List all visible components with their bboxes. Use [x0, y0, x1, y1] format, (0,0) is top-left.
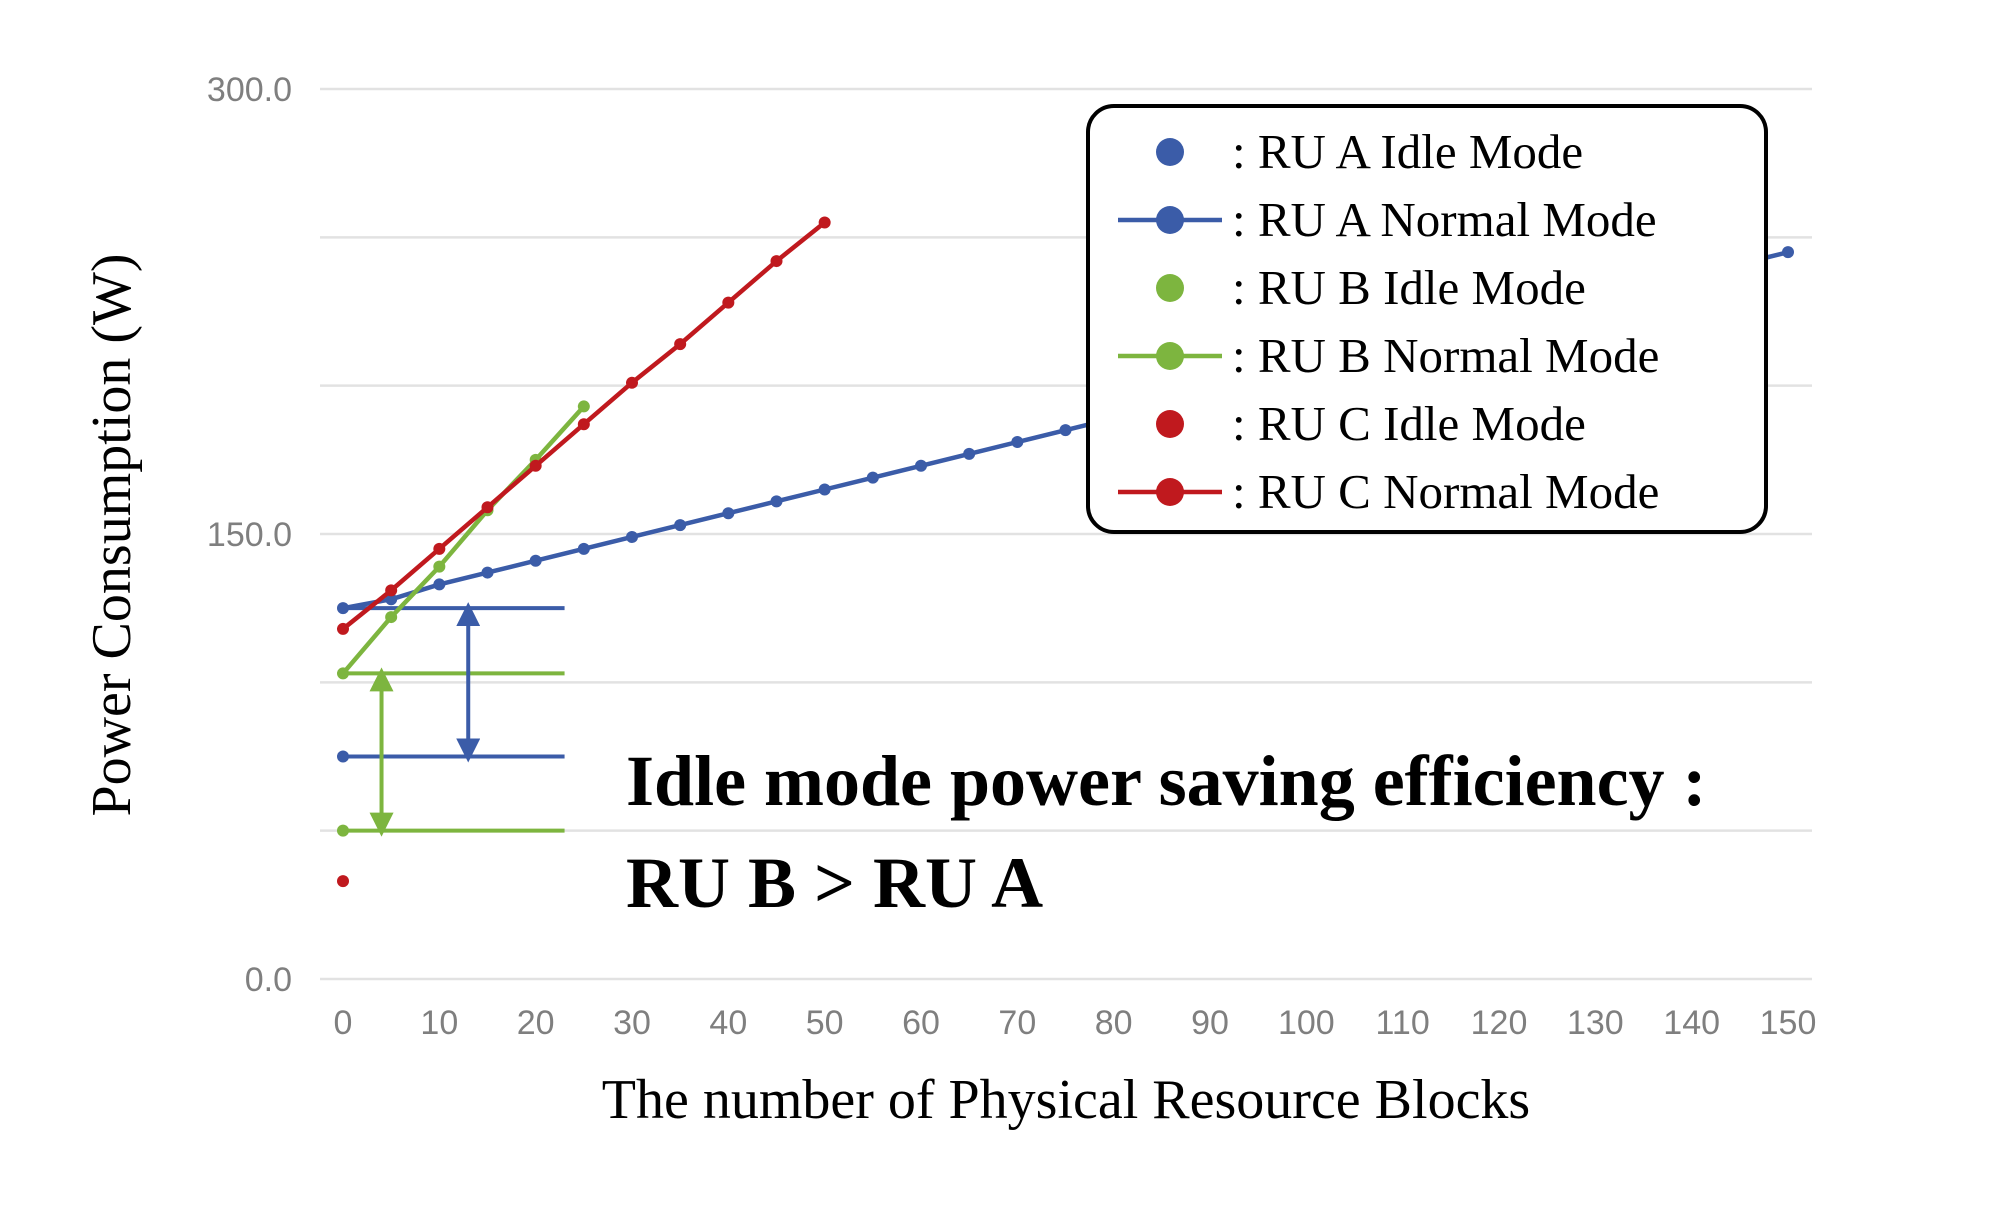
data-point	[626, 530, 638, 543]
reference-lines	[343, 606, 565, 833]
data-point	[818, 216, 831, 229]
legend-box	[1086, 104, 1768, 534]
x-tick-label: 20	[517, 1004, 555, 1042]
x-tick-label: 130	[1567, 1004, 1624, 1042]
data-point	[915, 459, 927, 472]
legend-marker-swatch	[1156, 138, 1184, 166]
x-tick-label: 150	[1760, 1004, 1817, 1042]
data-point	[1059, 424, 1072, 437]
series-ruC_idle	[337, 875, 349, 888]
legend-item-ruB_normal: : RU B Normal Mode	[1118, 328, 1659, 383]
legend: : RU A Idle Mode : RU A Normal Mode : RU B…	[1086, 104, 1768, 534]
data-point	[337, 622, 349, 635]
y-axis-title: Power Consumption (W)	[81, 253, 143, 816]
y-tick-label: 150.0	[207, 516, 292, 554]
legend-item-ruC_normal: : RU C Normal Mode	[1118, 464, 1659, 519]
x-tick-label: 110	[1376, 1004, 1430, 1042]
legend-marker-swatch	[1156, 206, 1184, 234]
data-point	[626, 376, 638, 389]
data-point	[433, 542, 446, 555]
series-ruB_normal	[337, 400, 590, 680]
legend-marker-swatch	[1156, 342, 1184, 370]
x-tick-label: 80	[1095, 1004, 1133, 1042]
data-point	[674, 519, 687, 532]
annotation-line-2: RU B > RU A	[626, 843, 1043, 923]
legend-label: : RU A Idle Mode	[1232, 124, 1583, 179]
x-tick-label: 140	[1663, 1004, 1720, 1042]
x-tick-label: 60	[902, 1004, 940, 1042]
x-tick-label: 10	[420, 1004, 458, 1042]
x-axis-title: The number of Physical Resource Blocks	[602, 1069, 1530, 1131]
data-point	[577, 542, 590, 555]
x-tick-label: 50	[806, 1004, 844, 1042]
y-tick-label: 300.0	[207, 71, 292, 109]
data-point	[577, 400, 590, 413]
legend-item-ruC_idle: : RU C Idle Mode	[1156, 396, 1586, 451]
y-tick-label: 0.0	[245, 961, 292, 999]
legend-label: : RU B Normal Mode	[1232, 328, 1659, 383]
legend-label: : RU A Normal Mode	[1232, 192, 1657, 247]
series-ruB_idle	[337, 824, 349, 837]
data-point	[577, 418, 590, 431]
legend-item-ruA_normal: : RU A Normal Mode	[1118, 192, 1657, 247]
data-point	[963, 447, 976, 460]
legend-marker-swatch	[1156, 478, 1184, 506]
data-point	[722, 507, 735, 520]
gridlines	[320, 87, 1812, 981]
data-point	[433, 560, 446, 573]
data-point	[337, 602, 349, 615]
data-point	[433, 578, 446, 591]
data-point	[337, 824, 349, 837]
data-point	[529, 459, 542, 472]
data-point	[770, 255, 783, 268]
series-ruA_idle	[337, 750, 349, 763]
legend-item-ruA_idle: : RU A Idle Mode	[1156, 124, 1583, 179]
x-tick-label: 0	[334, 1004, 353, 1042]
legend-marker-swatch	[1156, 410, 1184, 438]
data-point	[337, 750, 349, 763]
data-point	[337, 667, 349, 680]
x-tick-label: 40	[709, 1004, 747, 1042]
data-point	[481, 501, 494, 514]
y-axis-ticks: 0.0 150.0 300.0	[207, 71, 292, 999]
data-point	[1782, 246, 1794, 259]
legend-marker-swatch	[1156, 274, 1184, 302]
x-tick-label: 90	[1191, 1004, 1229, 1042]
data-point	[385, 611, 398, 624]
annotation-text: Idle mode power saving efficiency : RU B…	[626, 741, 1707, 923]
data-point	[385, 593, 398, 606]
data-point	[1011, 436, 1024, 449]
x-axis-ticks: 0 10 20 30 40 50 60 70 80 90 100 110 120 130 140 150	[334, 1004, 1817, 1042]
x-tick-label: 30	[613, 1004, 651, 1042]
x-tick-label: 70	[998, 1004, 1036, 1042]
data-point	[481, 566, 494, 579]
data-point	[818, 483, 831, 496]
data-point	[385, 584, 398, 597]
data-point	[337, 875, 349, 888]
data-point	[770, 495, 783, 508]
x-tick-label: 100	[1278, 1004, 1335, 1042]
legend-item-ruB_idle: : RU B Idle Mode	[1156, 260, 1586, 315]
legend-label: : RU C Idle Mode	[1232, 396, 1586, 451]
series-ruC_normal	[337, 216, 831, 635]
annotation-line-1: Idle mode power saving efficiency :	[626, 741, 1707, 821]
difference-arrows	[369, 602, 481, 837]
data-point	[866, 471, 879, 484]
data-point	[722, 296, 735, 309]
x-tick-label: 120	[1471, 1004, 1528, 1042]
legend-label: : RU C Normal Mode	[1232, 464, 1659, 519]
legend-label: : RU B Idle Mode	[1232, 260, 1586, 315]
series-line	[341, 404, 586, 675]
data-point	[529, 554, 542, 567]
data-point	[674, 338, 687, 351]
